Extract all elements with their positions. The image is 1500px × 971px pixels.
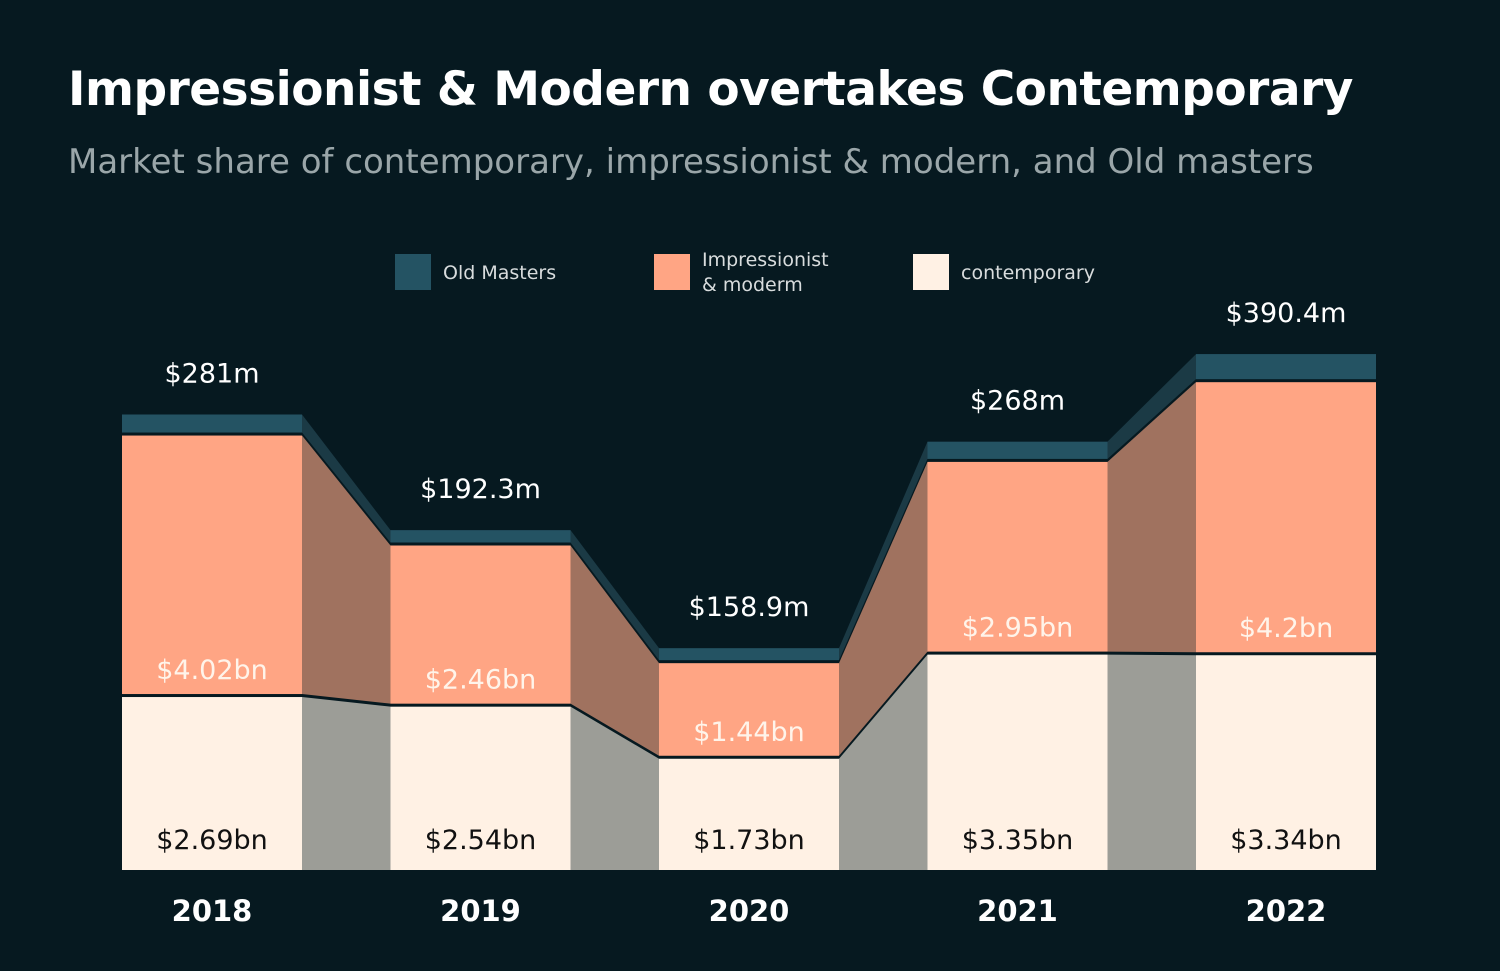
value-label-old-masters: $192.3m (420, 474, 541, 505)
bar-segment-impressionist (1196, 382, 1376, 653)
band-old-masters (1107, 354, 1196, 459)
value-labels: $2.69bn $4.02bn $281m $2.54bn $2.46bn $192.3m… (156, 298, 1346, 856)
bar-segment-contemporary (659, 758, 839, 870)
value-label-contemporary: $2.69bn (156, 825, 268, 856)
x-tick-label: 2021 (977, 894, 1058, 928)
x-tick-label: 2019 (440, 894, 521, 928)
bar-segment-old-masters (927, 441, 1108, 459)
x-axis: 2018 2019 2020 2021 2022 (172, 894, 1327, 928)
band-old-masters (302, 414, 391, 543)
band-impressionist (839, 461, 928, 756)
value-label-impressionist: $2.95bn (962, 613, 1074, 644)
band-old-masters (570, 530, 659, 661)
bar-segment-impressionist (390, 545, 571, 704)
bar-segment-old-masters (122, 414, 302, 433)
value-label-old-masters: $158.9m (689, 592, 810, 623)
legend-item-contemporary: contemporary (913, 254, 1095, 290)
legend-swatch (913, 254, 949, 290)
band-contemporary (570, 706, 659, 870)
value-label-old-masters: $281m (164, 358, 259, 389)
bar-segment-contemporary (390, 706, 571, 870)
band-impressionist (302, 435, 391, 704)
bar-segment-impressionist (659, 663, 839, 756)
band-old-masters (839, 441, 928, 661)
value-label-contemporary: $2.54bn (425, 825, 537, 856)
band-contemporary (1107, 654, 1196, 870)
legend-label: Old Masters (443, 262, 556, 284)
value-label-contemporary: $3.35bn (962, 825, 1074, 856)
bar-segment-old-masters (659, 648, 839, 661)
legend-label: contemporary (961, 262, 1095, 284)
legend: Old Masters Impressionist & moderm contempo… (395, 249, 1095, 296)
bar-2019 (390, 530, 571, 870)
legend-swatch (654, 254, 690, 290)
value-label-contemporary: $3.34bn (1230, 825, 1342, 856)
x-tick-label: 2020 (709, 894, 790, 928)
bar-segment-old-masters (1196, 354, 1376, 380)
value-label-impressionist: $1.44bn (693, 717, 805, 748)
value-label-impressionist: $4.2bn (1239, 613, 1333, 644)
bar-segment-old-masters (390, 530, 571, 543)
legend-item-impressionist: Impressionist & moderm (654, 249, 829, 296)
band-impressionist (570, 545, 659, 756)
band-contemporary (302, 697, 391, 870)
band-impressionist (1107, 382, 1196, 653)
value-label-old-masters: $390.4m (1226, 298, 1347, 329)
bar-2021 (927, 441, 1108, 870)
legend-item-old_masters: Old Masters (395, 254, 556, 290)
value-label-impressionist: $2.46bn (425, 665, 537, 696)
value-label-impressionist: $4.02bn (156, 655, 268, 686)
legend-label: & moderm (702, 274, 803, 296)
bars (122, 354, 1376, 870)
bar-2020 (659, 648, 839, 870)
bar-segment-contemporary (1196, 655, 1376, 870)
legend-label: Impressionist (702, 249, 829, 271)
bar-2022 (1196, 354, 1376, 870)
bar-2018 (122, 414, 302, 870)
band-contemporary (839, 654, 928, 870)
connector-bands (302, 354, 1196, 870)
x-tick-label: 2018 (172, 894, 253, 928)
chart-title: Impressionist & Modern overtakes Contemp… (68, 62, 1353, 117)
x-tick-label: 2022 (1246, 894, 1327, 928)
bar-segment-contemporary (122, 697, 302, 870)
bar-segment-contemporary (927, 654, 1108, 870)
legend-swatch (395, 254, 431, 290)
value-label-old-masters: $268m (970, 386, 1065, 417)
bar-segment-impressionist (122, 435, 302, 695)
bar-segment-impressionist (927, 461, 1108, 652)
chart-subtitle: Market share of contemporary, impression… (68, 142, 1314, 182)
value-label-contemporary: $1.73bn (693, 825, 805, 856)
